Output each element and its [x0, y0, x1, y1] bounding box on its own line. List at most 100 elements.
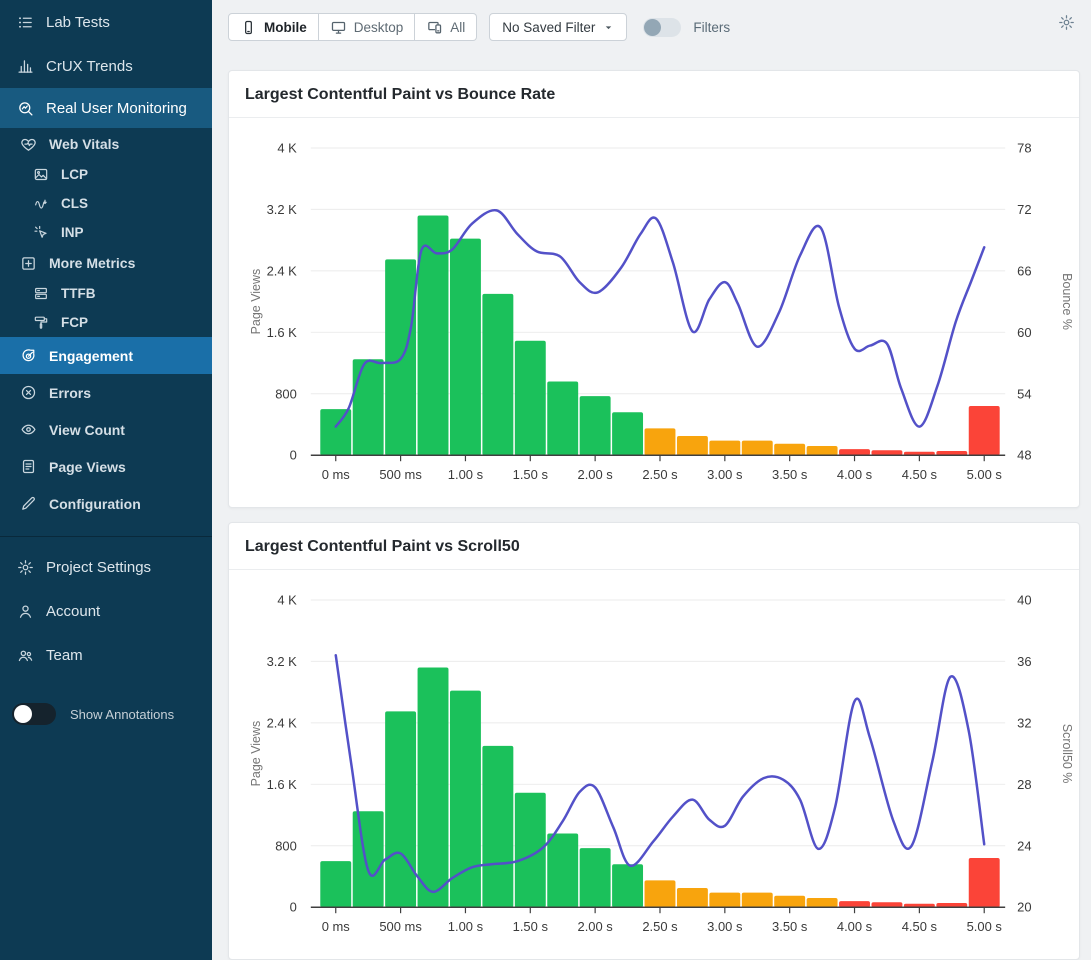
- sidebar-item-web-vitals[interactable]: Web Vitals: [0, 128, 212, 160]
- device-button-all[interactable]: All: [415, 13, 477, 41]
- svg-text:24: 24: [1017, 838, 1031, 853]
- topbar: Mobile Desktop All No Saved Filter Filte…: [212, 0, 1091, 54]
- svg-text:4.00 s: 4.00 s: [837, 919, 873, 934]
- chart-title: Largest Contentful Paint vs Bounce Rate: [245, 86, 1063, 104]
- sidebar-item-errors[interactable]: Errors: [0, 374, 212, 411]
- svg-text:3.50 s: 3.50 s: [772, 919, 808, 934]
- sidebar-item-real-user-monitoring[interactable]: Real User Monitoring: [0, 88, 212, 128]
- sidebar-item-crux-trends[interactable]: CrUX Trends: [0, 44, 212, 88]
- app-root: Lab Tests CrUX Trends Real User Monitori…: [0, 0, 1091, 960]
- show-annotations-label: Show Annotations: [70, 707, 174, 722]
- sidebar-nav: Lab Tests CrUX Trends Real User Monitori…: [0, 0, 212, 522]
- sidebar-item-page-views[interactable]: Page Views: [0, 448, 212, 485]
- target-icon: [20, 347, 37, 364]
- sidebar-item-account[interactable]: Account: [0, 589, 212, 633]
- svg-text:20: 20: [1017, 900, 1031, 915]
- filters-label: Filters: [693, 20, 730, 35]
- svg-text:5.00 s: 5.00 s: [967, 467, 1003, 482]
- svg-text:60: 60: [1017, 325, 1031, 340]
- sidebar-item-team[interactable]: Team: [0, 633, 212, 677]
- sidebar-footer-nav: Project Settings Account Team: [0, 545, 212, 677]
- svg-text:4 K: 4 K: [277, 140, 297, 155]
- svg-text:0 ms: 0 ms: [322, 467, 351, 482]
- sidebar-item-view-count[interactable]: View Count: [0, 411, 212, 448]
- chart-card-body: 08001.6 K2.4 K3.2 K4 K2024283236400 ms50…: [229, 570, 1079, 959]
- svg-text:32: 32: [1017, 715, 1031, 730]
- caret-down-icon: [603, 22, 614, 33]
- svg-text:4.50 s: 4.50 s: [902, 467, 938, 482]
- sidebar-item-ttfb[interactable]: TTFB: [0, 279, 212, 308]
- heart-pulse-icon: [20, 136, 37, 153]
- sidebar-item-configuration[interactable]: Configuration: [0, 485, 212, 522]
- svg-text:1.50 s: 1.50 s: [513, 467, 549, 482]
- show-annotations-row: Show Annotations: [12, 703, 212, 725]
- content: Largest Contentful Paint vs Bounce Rate …: [212, 54, 1091, 960]
- sidebar-item-cls[interactable]: CLS: [0, 189, 212, 218]
- svg-text:1.6 K: 1.6 K: [267, 325, 298, 340]
- monitor-search-icon: [16, 100, 34, 117]
- svg-text:0: 0: [290, 900, 297, 915]
- user-icon: [16, 603, 34, 620]
- svg-text:3.2 K: 3.2 K: [267, 202, 298, 217]
- phone-icon: [240, 19, 257, 36]
- device-button-mobile[interactable]: Mobile: [228, 13, 319, 41]
- gear-icon[interactable]: [1058, 14, 1075, 31]
- svg-text:3.00 s: 3.00 s: [707, 467, 743, 482]
- chart-card: Largest Contentful Paint vs Scroll50 0 80…: [228, 522, 1080, 960]
- document-icon: [20, 458, 37, 475]
- svg-text:Bounce %: Bounce %: [1060, 273, 1074, 330]
- filters-toggle[interactable]: [643, 18, 681, 37]
- svg-text:66: 66: [1017, 263, 1031, 278]
- svg-text:54: 54: [1017, 386, 1031, 401]
- svg-text:2.50 s: 2.50 s: [642, 467, 678, 482]
- chart-title: Largest Contentful Paint vs Scroll50: [245, 538, 1063, 556]
- server-icon: [33, 285, 49, 302]
- device-button-desktop[interactable]: Desktop: [319, 13, 416, 41]
- sidebar-item-more-metrics[interactable]: More Metrics: [0, 247, 212, 279]
- svg-text:2.00 s: 2.00 s: [577, 467, 613, 482]
- paint-roller-icon: [33, 314, 49, 331]
- devices-icon: [426, 19, 443, 36]
- chart-card-header: Largest Contentful Paint vs Bounce Rate: [229, 71, 1079, 118]
- svg-text:3.50 s: 3.50 s: [772, 467, 808, 482]
- svg-text:0: 0: [290, 448, 297, 463]
- svg-text:Page Views: Page Views: [249, 269, 263, 335]
- error-circle-icon: [20, 384, 37, 401]
- svg-text:1.50 s: 1.50 s: [513, 919, 549, 934]
- svg-text:500 ms: 500 ms: [379, 467, 422, 482]
- svg-text:Scroll50 %: Scroll50 %: [1060, 724, 1074, 784]
- sidebar-item-lcp[interactable]: LCP: [0, 160, 212, 189]
- svg-text:1.00 s: 1.00 s: [448, 467, 484, 482]
- sidebar-item-inp[interactable]: INP: [0, 218, 212, 247]
- svg-text:28: 28: [1017, 777, 1031, 792]
- eye-icon: [20, 421, 37, 438]
- svg-text:800: 800: [275, 386, 297, 401]
- saved-filter-dropdown[interactable]: No Saved Filter: [489, 13, 627, 41]
- pencil-icon: [20, 495, 37, 512]
- toggle-knob: [644, 19, 661, 36]
- list-icon: [16, 14, 34, 31]
- svg-text:36: 36: [1017, 654, 1031, 669]
- sidebar: Lab Tests CrUX Trends Real User Monitori…: [0, 0, 212, 960]
- svg-text:4 K: 4 K: [277, 593, 297, 608]
- toggle-knob: [14, 705, 32, 723]
- svg-text:40: 40: [1017, 593, 1031, 608]
- sidebar-item-project-settings[interactable]: Project Settings: [0, 545, 212, 589]
- saved-filter-label: No Saved Filter: [502, 20, 595, 35]
- main-area: Mobile Desktop All No Saved Filter Filte…: [212, 0, 1091, 960]
- sidebar-item-lab-tests[interactable]: Lab Tests: [0, 0, 212, 44]
- svg-text:4.00 s: 4.00 s: [837, 467, 873, 482]
- sidebar-divider: [0, 536, 212, 537]
- chart-card: Largest Contentful Paint vs Bounce Rate …: [228, 70, 1080, 508]
- svg-text:500 ms: 500 ms: [379, 919, 422, 934]
- svg-text:2.50 s: 2.50 s: [642, 919, 678, 934]
- svg-text:Page Views: Page Views: [249, 721, 263, 787]
- svg-text:800: 800: [275, 838, 297, 853]
- show-annotations-toggle[interactable]: [12, 703, 56, 725]
- sidebar-item-engagement[interactable]: Engagement: [0, 337, 212, 374]
- sidebar-item-fcp[interactable]: FCP: [0, 308, 212, 337]
- combo-chart[interactable]: 08001.6 K2.4 K3.2 K4 K4854606672780 ms50…: [229, 126, 1079, 503]
- combo-chart[interactable]: 08001.6 K2.4 K3.2 K4 K2024283236400 ms50…: [229, 578, 1079, 955]
- svg-text:4.50 s: 4.50 s: [902, 919, 938, 934]
- svg-text:5.00 s: 5.00 s: [967, 919, 1003, 934]
